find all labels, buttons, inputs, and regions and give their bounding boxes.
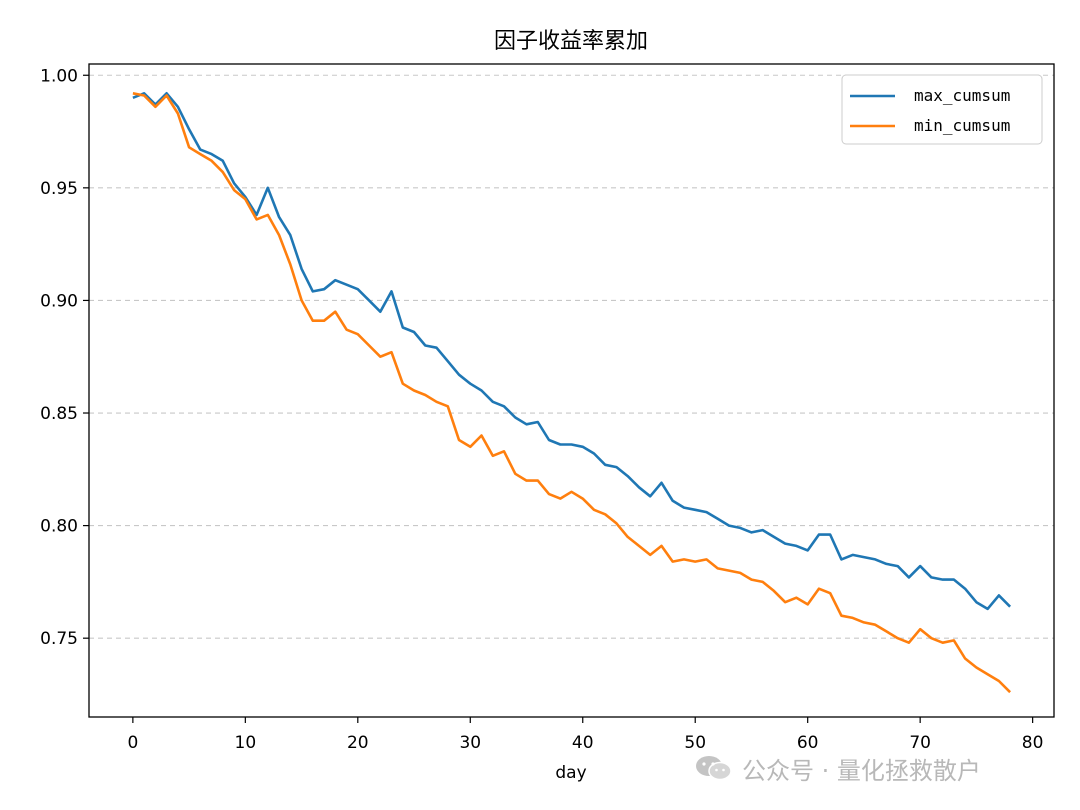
- y-tick-label: 0.95: [40, 179, 78, 199]
- x-tick-label: 30: [459, 733, 481, 753]
- x-tick-label: 10: [235, 733, 257, 753]
- y-tick-label: 0.85: [40, 404, 78, 424]
- watermark-text: 公众号 · 量化拯救散户: [742, 756, 981, 785]
- wechat-icon: [696, 756, 732, 781]
- x-tick-label: 20: [347, 733, 369, 753]
- y-tick-label: 0.80: [40, 517, 78, 537]
- x-tick-label: 60: [797, 733, 819, 753]
- watermark: 公众号 · 量化拯救散户: [694, 748, 981, 788]
- y-tick-label: 1.00: [40, 66, 78, 86]
- axis-ticks: 0.75 0.80 0.85 0.90 0.95 1.00 0 10 20 30 40 50 60 70 8…: [40, 66, 1043, 753]
- x-tick-label: 80: [1022, 733, 1044, 753]
- chart-title: 因子收益率累加: [494, 29, 648, 54]
- x-tick-label: 50: [684, 733, 706, 753]
- plot-area: [88, 63, 1055, 718]
- legend: max_cumsum min_cumsum: [841, 74, 1043, 145]
- grid-lines: [89, 74, 1054, 639]
- series-line-max-cumsum: [132, 92, 1012, 611]
- legend-label-max-cumsum: max_cumsum: [914, 86, 1010, 105]
- x-tick-label: 0: [127, 733, 138, 753]
- y-tick-label: 0.90: [40, 291, 78, 311]
- x-tick-label: 70: [909, 733, 931, 753]
- series-lines: [132, 92, 1012, 694]
- x-axis-label: day: [555, 763, 586, 783]
- y-tick-label: 0.75: [40, 629, 78, 649]
- series-line-min-cumsum: [132, 92, 1012, 694]
- x-tick-label: 40: [572, 733, 594, 753]
- legend-label-min-cumsum: min_cumsum: [914, 116, 1010, 135]
